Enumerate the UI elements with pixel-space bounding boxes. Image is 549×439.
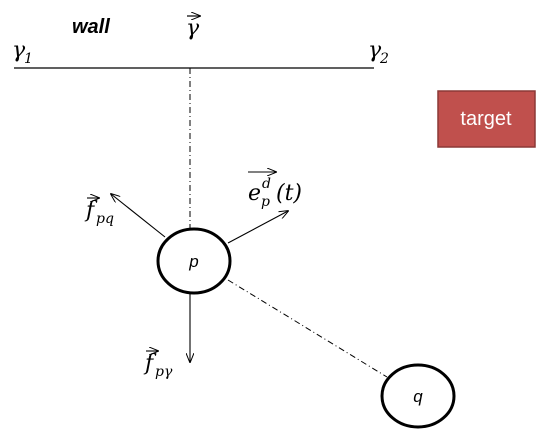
e-pd-sub: p [261, 194, 270, 210]
gamma2-base: γ [368, 38, 382, 63]
e-pd-arrow [227, 211, 288, 244]
gamma-symbol: γ [186, 16, 200, 41]
e-pd-sup: d [262, 176, 271, 192]
gamma2-sub: 2 [379, 51, 389, 67]
node-p [156, 227, 232, 295]
e-pd-base: e [248, 181, 261, 206]
gamma1-base: γ [12, 38, 26, 63]
wall-label: wall [72, 16, 110, 38]
gamma1-label: γ 1 [12, 38, 33, 67]
p-to-q-dashdot [227, 279, 388, 378]
f-pgamma-label: f pγ [143, 351, 173, 380]
e-pd-arg: (t) [276, 181, 302, 206]
target-label: target [460, 108, 512, 130]
target-box [437, 90, 536, 148]
f-pq-label: f pq [84, 198, 114, 227]
node-q-label: q [413, 387, 423, 406]
gamma-vector-label: γ [186, 16, 200, 41]
e-pd-label: e d p (t) [248, 172, 302, 210]
f-pq-arrow [111, 194, 166, 238]
f-pq-sub: pq [96, 211, 114, 227]
node-q [380, 363, 456, 429]
gamma1-sub: 1 [24, 51, 33, 67]
gamma2-label: γ 2 [368, 38, 389, 67]
f-pgamma-sub: pγ [155, 364, 173, 380]
node-p-label: p [188, 252, 198, 271]
